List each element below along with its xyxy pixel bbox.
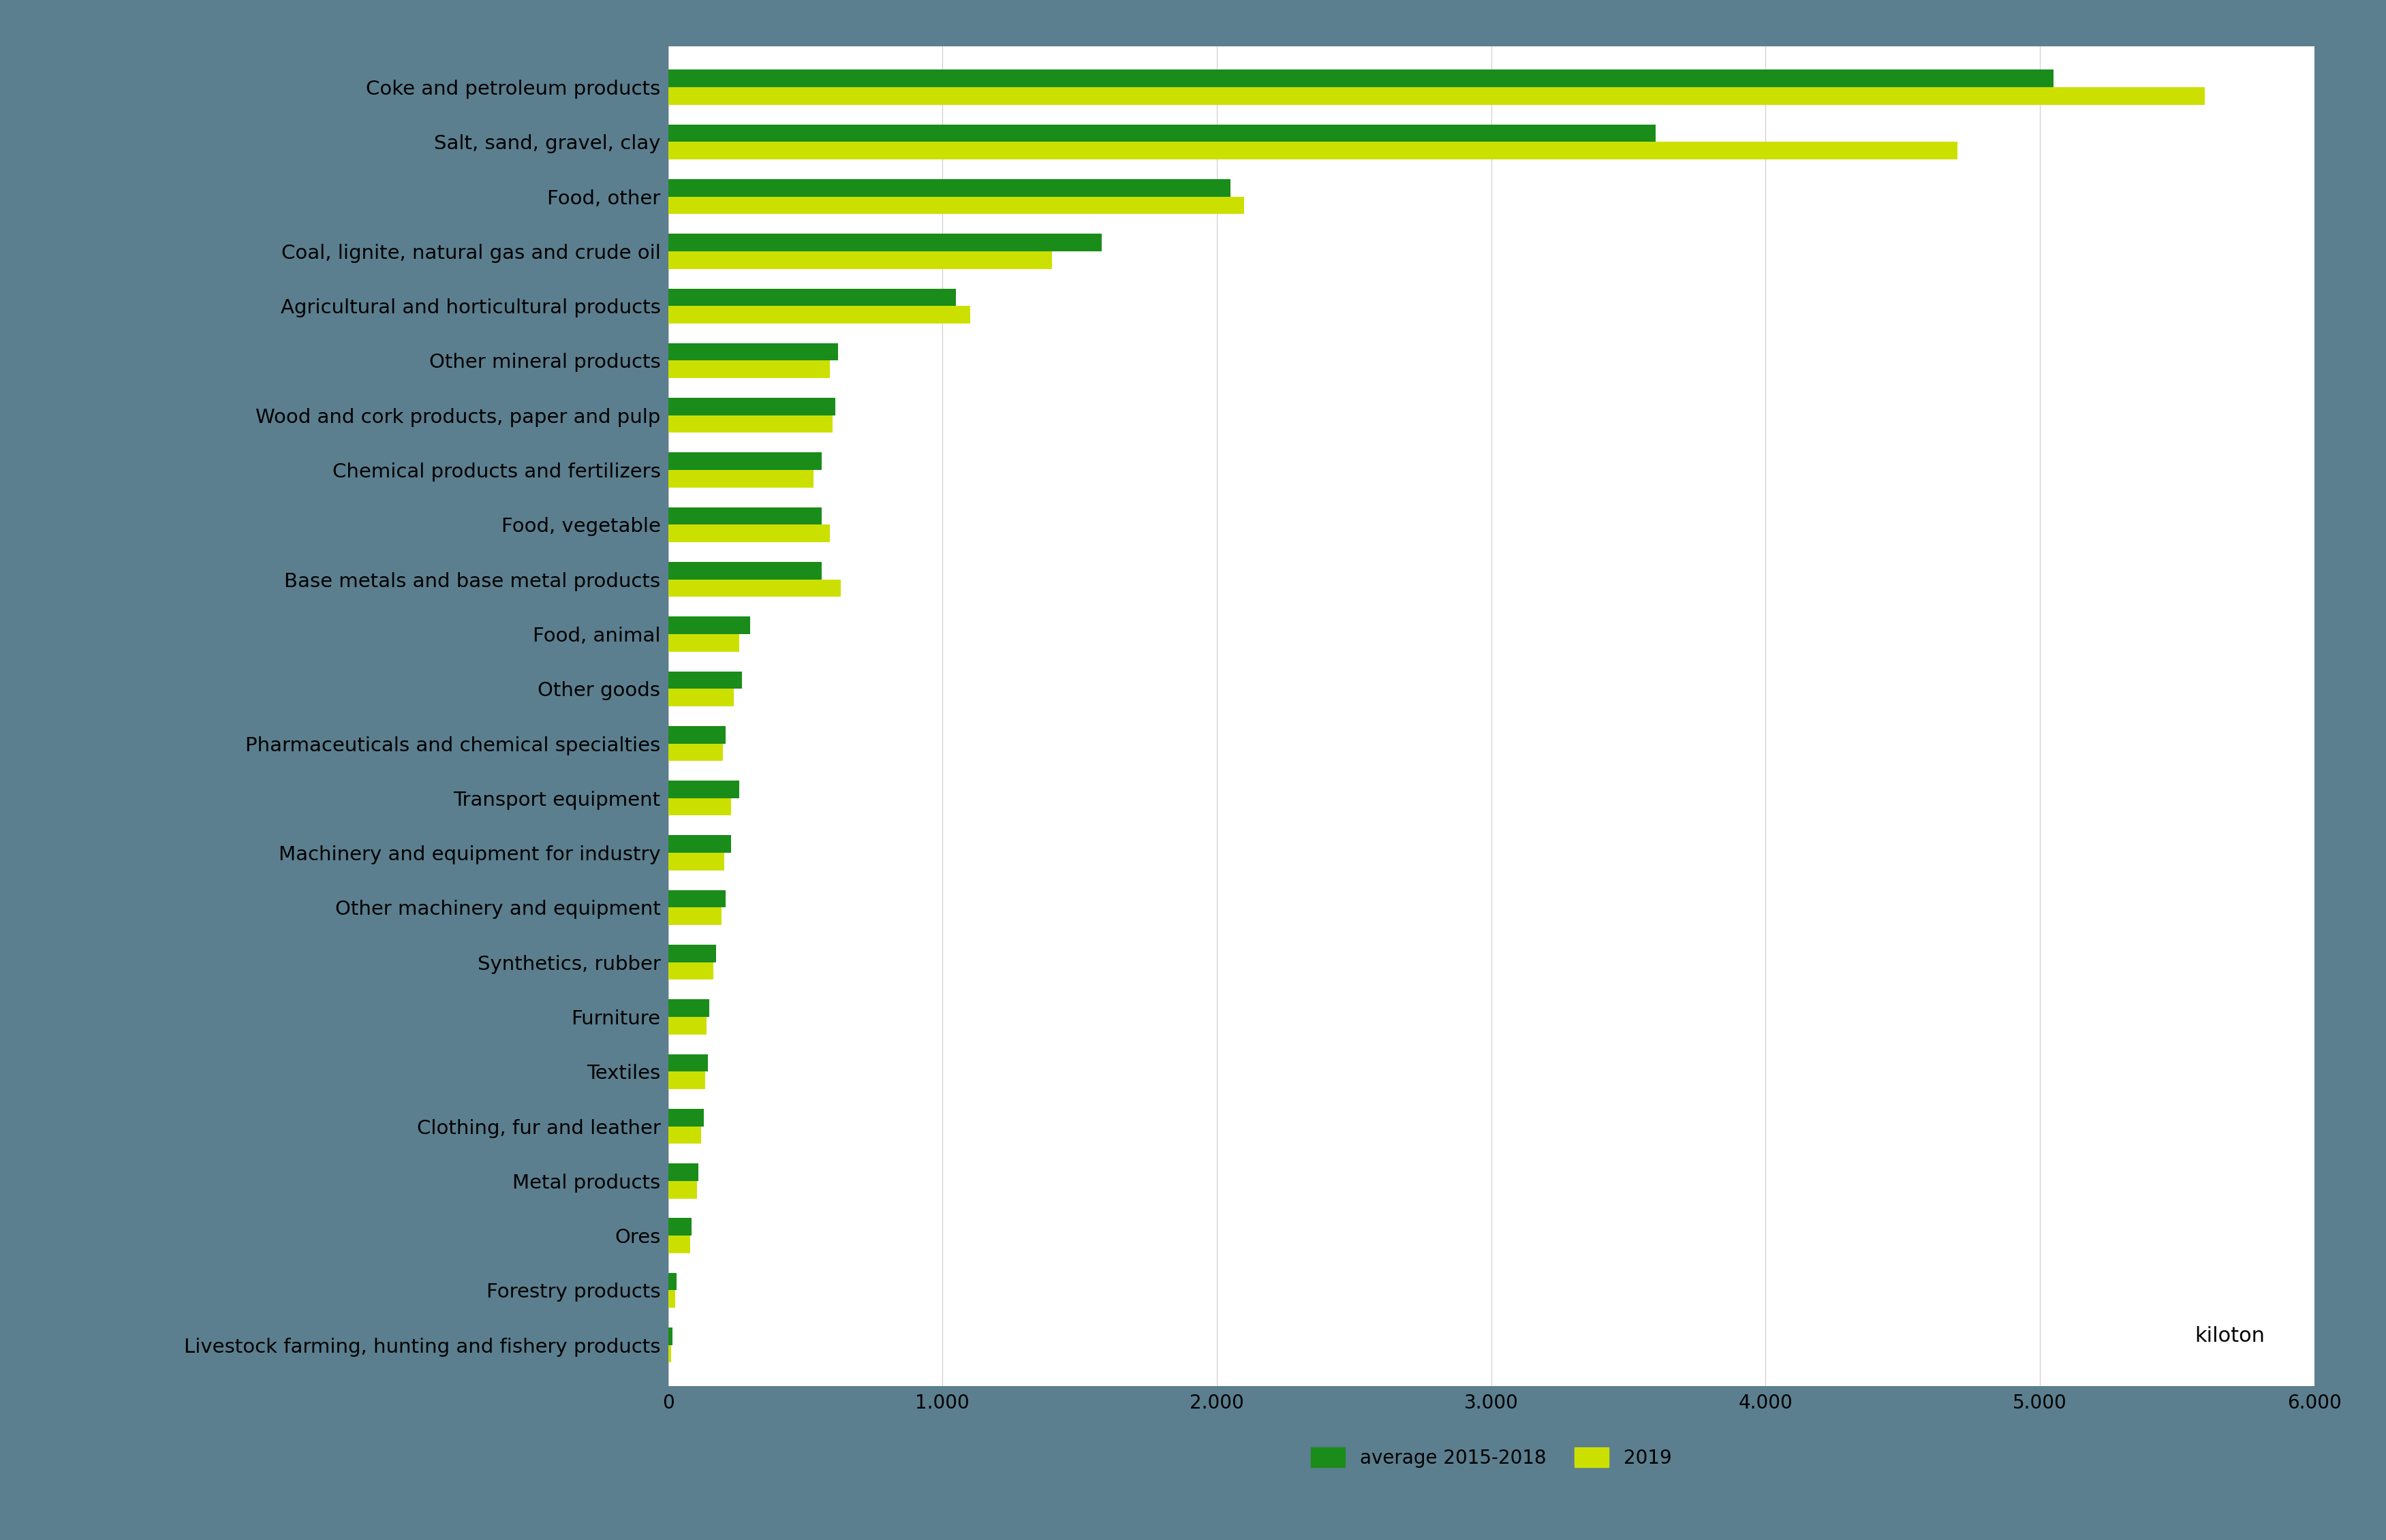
Bar — [668, 343, 837, 360]
Bar — [668, 962, 713, 979]
Bar — [668, 1181, 697, 1198]
Bar — [668, 525, 830, 542]
Bar — [668, 907, 721, 926]
Bar — [668, 142, 1957, 160]
Bar — [668, 453, 821, 470]
Bar — [668, 671, 742, 688]
Bar — [668, 1291, 675, 1307]
Legend: average 2015-2018, 2019: average 2015-2018, 2019 — [1300, 1438, 1682, 1477]
Bar — [668, 999, 709, 1016]
Bar — [668, 125, 1656, 142]
Bar — [668, 562, 821, 579]
Bar — [668, 234, 1102, 251]
Bar — [668, 416, 833, 433]
Bar — [668, 853, 725, 870]
Bar — [668, 397, 835, 416]
Bar — [668, 579, 840, 598]
Bar — [668, 1109, 704, 1126]
Bar — [668, 1327, 673, 1344]
Bar — [668, 1163, 699, 1181]
Bar — [668, 507, 821, 525]
Bar — [668, 88, 2205, 105]
Bar — [668, 1126, 701, 1144]
Bar — [668, 781, 740, 798]
Bar — [668, 798, 730, 816]
Bar — [668, 470, 814, 488]
Bar — [668, 1053, 709, 1072]
Bar — [668, 1272, 675, 1291]
Bar — [668, 360, 830, 379]
Bar — [668, 725, 725, 744]
Bar — [668, 944, 716, 962]
Bar — [668, 1235, 690, 1254]
Bar — [668, 251, 1052, 269]
Bar — [668, 197, 1245, 214]
Bar — [668, 634, 740, 651]
Bar — [668, 688, 735, 707]
Bar — [668, 744, 723, 761]
Bar — [668, 179, 1231, 197]
Bar — [668, 306, 969, 323]
Bar — [668, 288, 957, 306]
Bar — [668, 1344, 670, 1363]
Bar — [668, 1016, 706, 1035]
Text: kiloton: kiloton — [2195, 1326, 2264, 1346]
Bar — [668, 69, 2054, 88]
Bar — [668, 890, 725, 907]
Bar — [668, 1072, 706, 1089]
Bar — [668, 616, 749, 634]
Bar — [668, 835, 730, 853]
Bar — [668, 1218, 692, 1235]
